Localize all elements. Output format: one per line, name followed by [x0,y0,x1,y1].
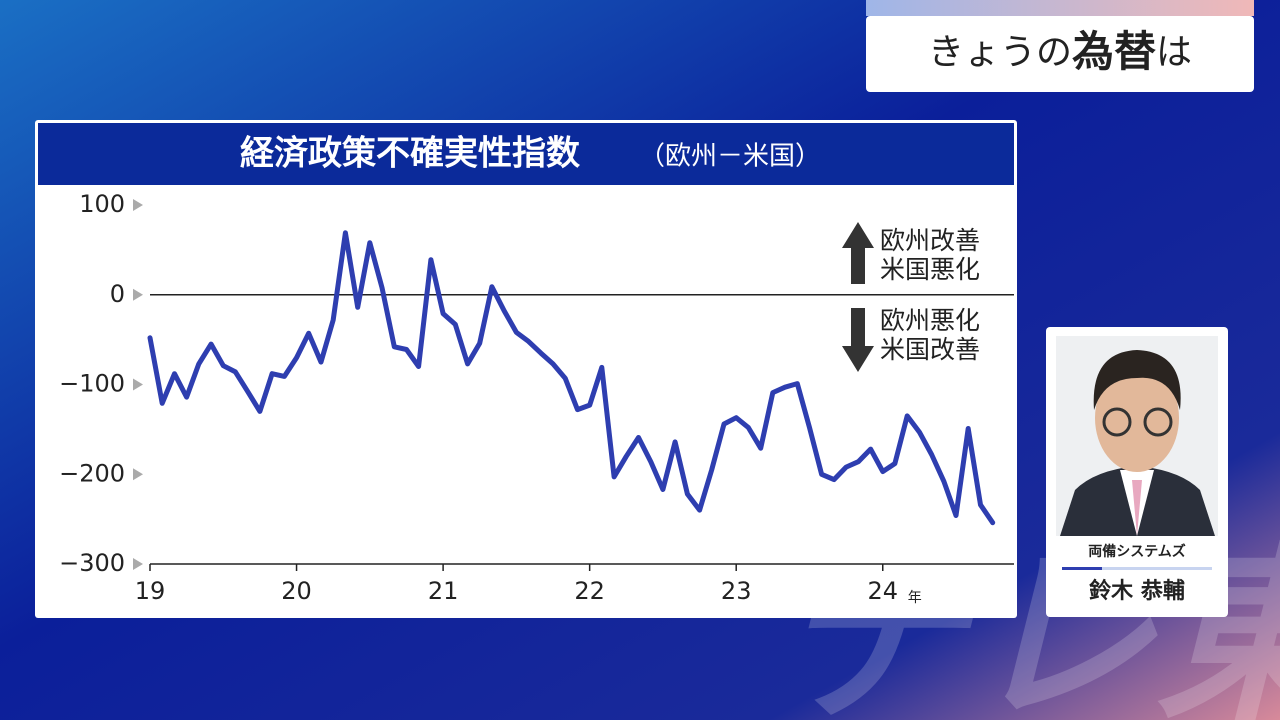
y-tick-mark [133,199,143,211]
y-tick-mark [133,558,143,570]
chart-title-bar [38,123,1014,185]
y-tick-label: −300 [59,549,125,577]
header-title: きょうの為替は [928,27,1192,76]
y-tick-label: −200 [59,459,125,487]
up-arrow [842,222,874,284]
y-tick-label: −100 [59,370,125,398]
x-tick-label: 20 [281,577,312,605]
photo-hair [1093,350,1181,410]
photo-tie [1132,480,1142,536]
chart-subtitle: （欧州－米国） [639,142,821,172]
plot: 100 0 −100 −200 −300 19 20 21 22 23 24 年 [59,190,1014,606]
x-tick-label: 21 [428,577,459,605]
presenter-name: 鈴木 恭輔 [1089,578,1185,604]
x-tick-label: 22 [574,577,605,605]
x-tick-label: 24 [867,577,898,605]
presenter-company: 両備システムズ [1088,543,1186,560]
chart-panel [35,120,1017,618]
x-tick-label: 19 [135,577,166,605]
data-line [147,230,996,526]
presenter-rule-accent [1062,567,1102,570]
presenter-rule [1062,567,1212,570]
y-tick-label: 0 [110,280,125,308]
down-arrow [842,308,874,372]
photo-glasses [1143,407,1173,437]
header-title-part: は [1156,32,1192,73]
photo-face [1095,364,1179,472]
annotation-text: 米国改善 [880,335,980,364]
header-title-part: きょうの [928,32,1072,73]
photo-glasses [1102,407,1132,437]
annotation-text: 米国悪化 [880,255,980,284]
y-tick-mark [133,288,143,301]
annotation-text: 欧州悪化 [880,306,980,335]
x-tick-label: 23 [721,577,752,605]
header-box [866,16,1254,92]
chart-title: 経済政策不確実性指数 [240,134,580,174]
header-title-part: 為替 [1072,27,1156,76]
y-tick-mark [133,468,143,481]
y-tick-mark [133,378,143,391]
header-accent [866,0,1254,16]
presenter-photo [1056,336,1218,536]
annotation-text: 欧州改善 [880,226,980,255]
y-tick-label: 100 [79,190,125,218]
x-unit: 年 [908,590,922,606]
